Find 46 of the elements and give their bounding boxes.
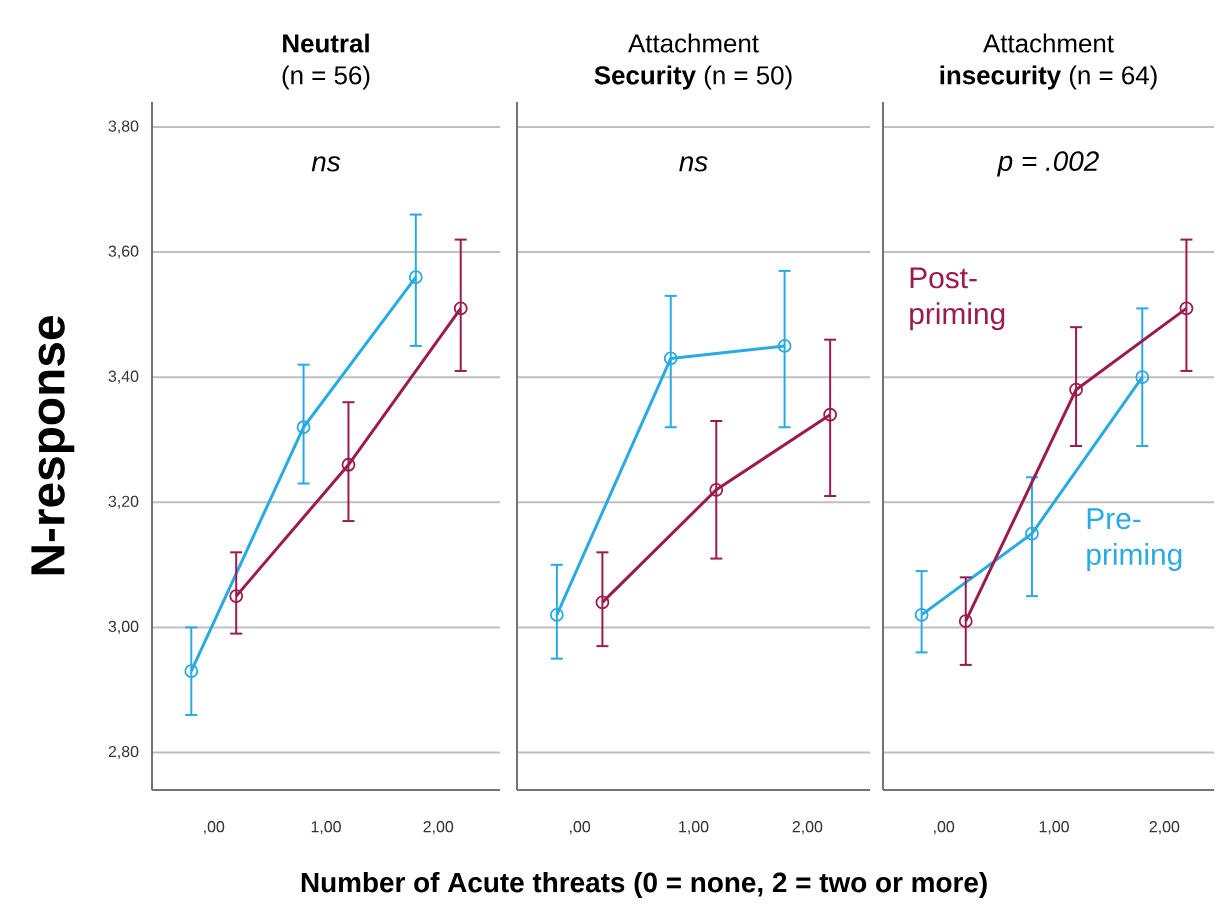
x-tick-label: ,00	[934, 821, 955, 835]
series-label: Pre-priming	[1087, 508, 1182, 572]
chart-title: Attachment	[628, 33, 759, 53]
y-tick-label: 3,80	[108, 120, 139, 134]
point	[341, 458, 356, 472]
point	[408, 270, 423, 285]
x-tick-label: 2,00	[792, 821, 823, 835]
chart-subtitle: (n = 56)	[282, 65, 370, 90]
point	[958, 614, 973, 629]
y-tick-label: 3,20	[108, 495, 139, 510]
x-tick-label: 1,00	[1039, 821, 1069, 835]
x-tick-label: 1,00	[311, 821, 341, 835]
annotation: ns	[679, 156, 708, 172]
point	[663, 351, 678, 366]
x-tick-label: 2,00	[423, 821, 454, 835]
point	[229, 589, 244, 604]
point	[777, 339, 792, 354]
point	[453, 301, 468, 316]
point	[1179, 301, 1194, 316]
x-tick-label: 1,00	[679, 821, 709, 835]
y-tick-label: 3,40	[108, 370, 139, 385]
point	[1135, 370, 1150, 385]
point	[823, 408, 838, 422]
annotation: ns	[311, 156, 341, 172]
point	[1069, 383, 1083, 397]
point	[709, 483, 724, 497]
x-axis-title: Number of Acute threats (0 = none, 2 = two or more)	[301, 872, 987, 899]
point	[914, 608, 929, 623]
point	[595, 595, 610, 610]
chart-subtitle: Security (n = 50)	[594, 65, 792, 90]
chart-title: Neutral	[283, 33, 369, 53]
y-tick-label: 3,60	[108, 245, 139, 259]
x-tick-label: 2,00	[1149, 821, 1180, 835]
y-tick-label: 2,80	[108, 746, 139, 760]
chart-title: Attachment	[983, 33, 1114, 53]
point	[296, 420, 311, 435]
annotation: p = .002	[997, 151, 1099, 177]
y-axis-title: N-response	[31, 316, 75, 575]
point	[1025, 526, 1039, 541]
y-tick-label: 3,00	[108, 621, 139, 635]
text: Post-priming	[910, 267, 1005, 331]
point	[184, 664, 199, 679]
x-tick-label: ,00	[569, 821, 591, 835]
chart-subtitle: insecurity (n = 64)	[940, 65, 1157, 90]
x-tick-label: ,00	[204, 821, 225, 835]
point	[549, 608, 564, 623]
